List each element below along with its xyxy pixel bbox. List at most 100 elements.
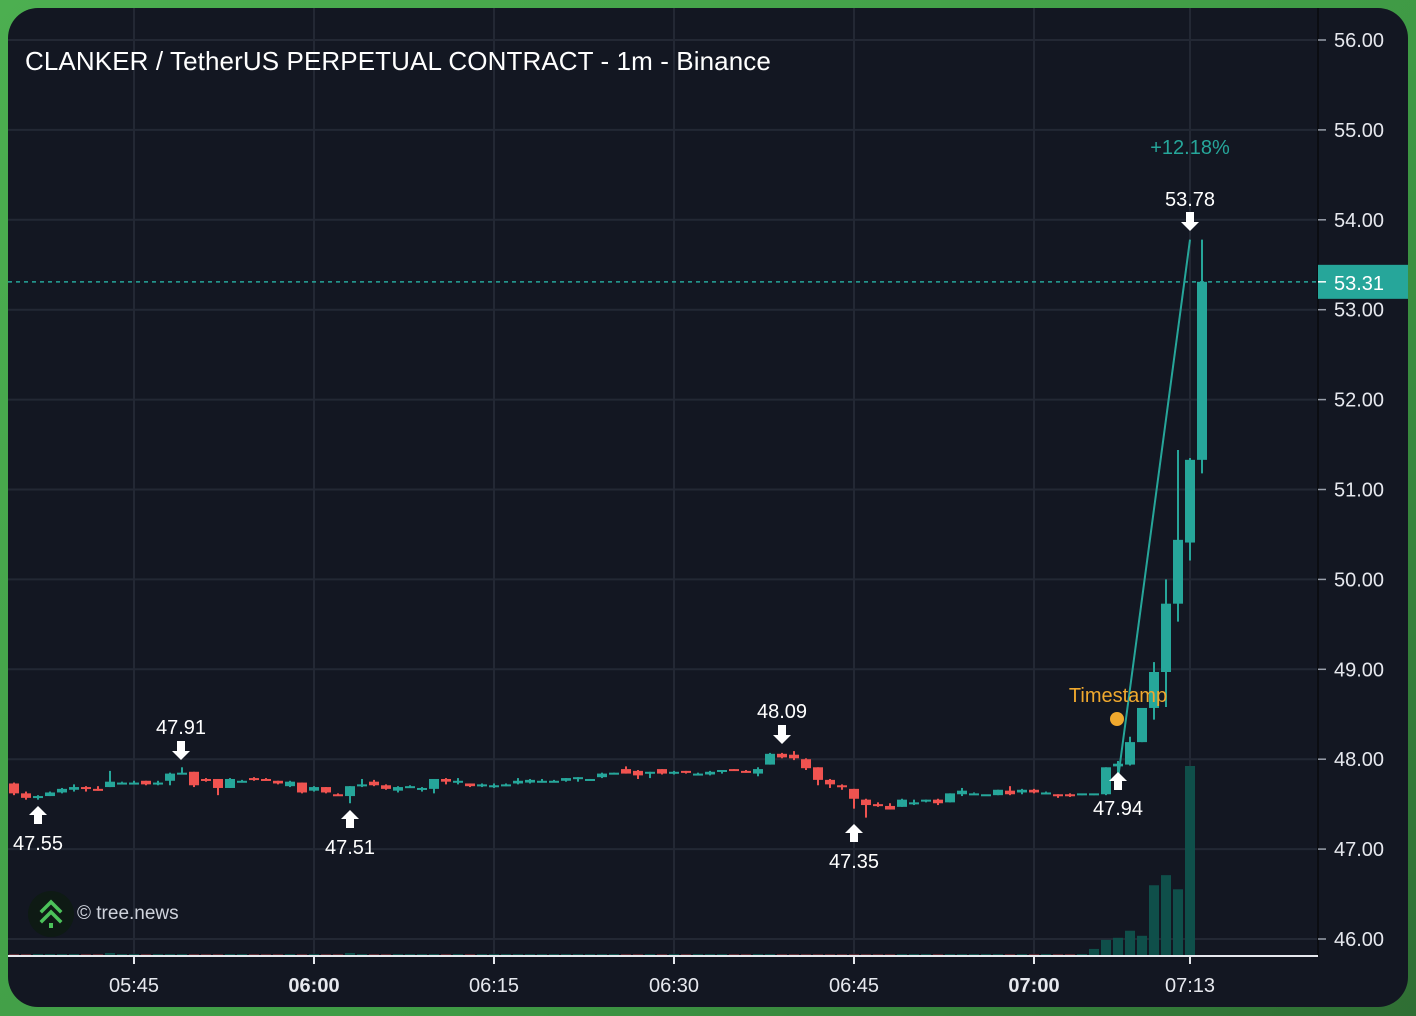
- candle[interactable]: [1161, 579, 1171, 708]
- candle[interactable]: [105, 770, 115, 788]
- candle[interactable]: [177, 767, 187, 775]
- candle[interactable]: [945, 793, 955, 803]
- candle[interactable]: [933, 798, 943, 806]
- candle[interactable]: [1125, 736, 1135, 766]
- candle[interactable]: [1053, 794, 1063, 798]
- candle[interactable]: [57, 787, 67, 794]
- candle[interactable]: [549, 779, 559, 783]
- candle[interactable]: [1101, 767, 1111, 796]
- candle[interactable]: [837, 784, 847, 790]
- candle[interactable]: [477, 783, 487, 788]
- candle[interactable]: [249, 777, 259, 781]
- candle[interactable]: [261, 778, 271, 781]
- candle[interactable]: [753, 767, 763, 777]
- candle[interactable]: [645, 771, 655, 779]
- candle[interactable]: [1137, 707, 1147, 743]
- candle[interactable]: [201, 778, 211, 782]
- candle[interactable]: [585, 778, 595, 781]
- candle[interactable]: [693, 772, 703, 776]
- candle[interactable]: [9, 782, 19, 796]
- candle[interactable]: [681, 770, 691, 774]
- candle[interactable]: [1041, 791, 1051, 795]
- candle[interactable]: [453, 778, 463, 785]
- candle[interactable]: [153, 780, 163, 786]
- candle[interactable]: [849, 788, 859, 809]
- candle[interactable]: [237, 779, 247, 783]
- candle[interactable]: [993, 789, 1003, 796]
- candle[interactable]: [297, 782, 307, 794]
- candle[interactable]: [429, 778, 439, 794]
- candle[interactable]: [717, 769, 727, 774]
- candle[interactable]: [729, 769, 739, 772]
- candle[interactable]: [633, 769, 643, 779]
- candle[interactable]: [1077, 793, 1087, 796]
- candle[interactable]: [93, 786, 103, 791]
- candle[interactable]: [1029, 788, 1039, 794]
- candle[interactable]: [981, 794, 991, 797]
- candle[interactable]: [921, 799, 931, 803]
- candle[interactable]: [765, 752, 775, 765]
- candle[interactable]: [69, 784, 79, 792]
- candle[interactable]: [621, 766, 631, 774]
- candle[interactable]: [45, 791, 55, 797]
- candle[interactable]: [309, 786, 319, 792]
- candle[interactable]: [465, 783, 475, 788]
- chart-panel[interactable]: 56.00 55.00 54.00 53.00 52.00 51.00 50.00 49.00…: [8, 8, 1408, 1007]
- candle[interactable]: [273, 780, 283, 785]
- candle[interactable]: [141, 780, 151, 786]
- candle[interactable]: [741, 769, 751, 773]
- candle[interactable]: [225, 778, 235, 788]
- candle[interactable]: [1173, 449, 1183, 622]
- candle[interactable]: [1017, 788, 1027, 795]
- candle[interactable]: [657, 769, 667, 775]
- candle[interactable]: [969, 792, 979, 796]
- price-axis[interactable]: 56.00 55.00 54.00 53.00 52.00 51.00 50.00 49.00…: [1318, 30, 1408, 951]
- candle[interactable]: [21, 791, 31, 800]
- candle[interactable]: [1065, 793, 1075, 797]
- candle[interactable]: [333, 793, 343, 797]
- candle[interactable]: [825, 778, 835, 788]
- candle[interactable]: [573, 777, 583, 782]
- candle[interactable]: [561, 778, 571, 782]
- candle[interactable]: [1185, 458, 1195, 561]
- candle[interactable]: [405, 785, 415, 789]
- candle[interactable]: [357, 778, 367, 788]
- candle[interactable]: [897, 798, 907, 807]
- candle[interactable]: [393, 786, 403, 793]
- candle[interactable]: [861, 798, 871, 818]
- candlestick-chart[interactable]: 56.00 55.00 54.00 53.00 52.00 51.00 50.00 49.00…: [8, 8, 1408, 1007]
- candle[interactable]: [957, 787, 967, 797]
- candle[interactable]: [285, 780, 295, 788]
- candle[interactable]: [369, 779, 379, 787]
- trend-line[interactable]: [1117, 239, 1191, 779]
- candle[interactable]: [321, 787, 331, 794]
- candle[interactable]: [501, 783, 511, 787]
- candle[interactable]: [117, 781, 127, 785]
- candle[interactable]: [513, 778, 523, 785]
- candle[interactable]: [801, 758, 811, 770]
- candle[interactable]: [789, 751, 799, 761]
- candle[interactable]: [873, 802, 883, 807]
- candle[interactable]: [33, 795, 43, 800]
- time-axis[interactable]: 05:45 06:00 06:15 06:30 06:45 07:00 07:13: [109, 956, 1215, 997]
- candle[interactable]: [705, 770, 715, 776]
- candle[interactable]: [537, 778, 547, 783]
- candle[interactable]: [129, 780, 139, 785]
- candle[interactable]: [813, 767, 823, 786]
- candle[interactable]: [597, 772, 607, 779]
- candle[interactable]: [909, 799, 919, 806]
- timestamp-annotation[interactable]: Timestamp: [1069, 685, 1167, 726]
- candle[interactable]: [885, 803, 895, 810]
- candle[interactable]: [345, 786, 355, 804]
- candle[interactable]: [777, 752, 787, 759]
- candle[interactable]: [441, 778, 451, 785]
- candle[interactable]: [489, 783, 499, 788]
- candle[interactable]: [609, 772, 619, 775]
- candle[interactable]: [189, 771, 199, 788]
- candle[interactable]: [1197, 239, 1207, 474]
- candle[interactable]: [213, 778, 223, 796]
- candle[interactable]: [381, 784, 391, 790]
- candle[interactable]: [81, 786, 91, 792]
- candle[interactable]: [165, 772, 175, 786]
- candle[interactable]: [1005, 786, 1015, 796]
